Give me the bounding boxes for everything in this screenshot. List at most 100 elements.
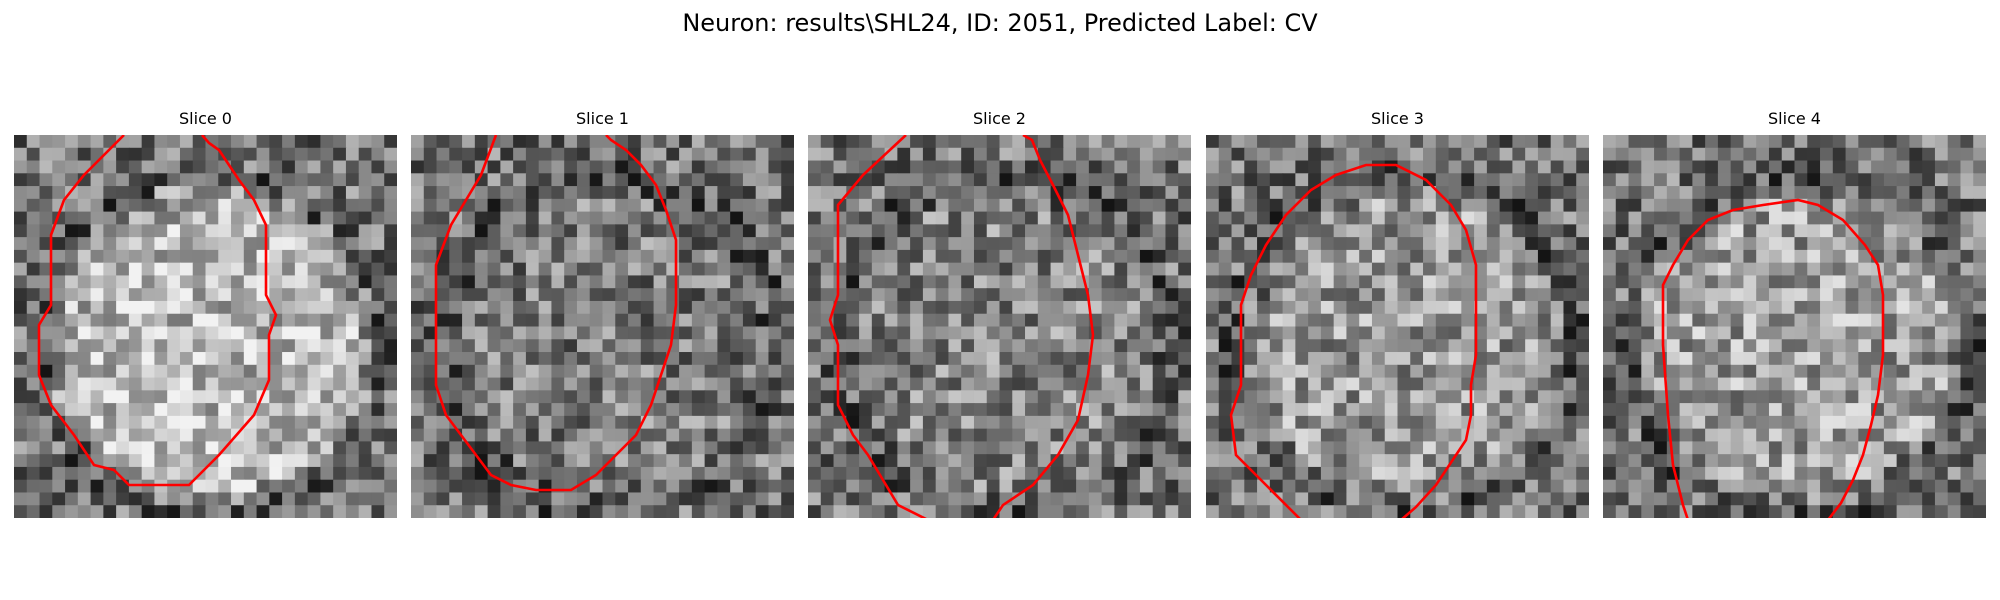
pixel-cell (474, 262, 489, 277)
pixel-cell (704, 377, 718, 391)
pixel-cell (564, 390, 578, 404)
pixel-cell (1603, 186, 1617, 200)
pixel-cell (922, 173, 937, 187)
pixel-cell (1947, 275, 1962, 289)
pixel-cell (1666, 300, 1681, 315)
slice-image-2 (808, 135, 1191, 518)
pixel-cell (602, 186, 616, 200)
pixel-cell (833, 428, 847, 442)
pixel-cell (1692, 147, 1706, 162)
pixel-cell (833, 275, 847, 289)
pixel-cell (90, 249, 104, 264)
pixel-cell (1384, 224, 1399, 238)
pixel-cell (65, 211, 79, 225)
pixel-cell (1025, 300, 1039, 315)
pixel-cell (116, 275, 130, 289)
pixel-cell (1257, 377, 1271, 391)
pixel-cell (103, 173, 117, 187)
pixel-cell (1474, 224, 1488, 238)
pixel-cell (1076, 147, 1090, 162)
pixel-cell (1756, 186, 1770, 200)
pixel-cell (961, 403, 975, 417)
pixel-cell (564, 173, 578, 187)
pixel-cell (1423, 224, 1437, 238)
pixel-cell (1218, 160, 1233, 174)
pixel-cell (551, 466, 565, 481)
pixel-cell (1012, 300, 1026, 315)
pixel-cell (141, 237, 156, 251)
pixel-cell (1063, 313, 1077, 328)
pixel-cell (1101, 224, 1115, 238)
pixel-cell (755, 275, 770, 289)
pixel-cell (653, 211, 667, 225)
pixel-cell (358, 403, 373, 417)
pixel-cell (717, 403, 731, 417)
pixel-cell (1050, 454, 1064, 468)
pixel-cell (538, 364, 553, 379)
pixel-cell (1308, 288, 1322, 302)
pixel-cell (179, 415, 194, 430)
pixel-cell (1909, 224, 1923, 238)
pixel-cell (65, 288, 79, 302)
pixel-cell (1832, 300, 1847, 315)
pixel-cell (116, 492, 130, 506)
pixel-cell (691, 186, 706, 200)
pixel-cell (1037, 364, 1052, 379)
pixel-cell (1960, 326, 1974, 340)
pixel-cell (576, 224, 591, 238)
pixel-cell (128, 326, 143, 340)
pixel-cell (1359, 288, 1373, 302)
pixel-cell (1076, 160, 1090, 174)
pixel-cell (26, 403, 41, 417)
pixel-cell (576, 326, 591, 340)
pixel-cell (307, 326, 321, 340)
pixel-cell (371, 415, 385, 430)
pixel-cell (449, 339, 463, 353)
pixel-cell (90, 147, 104, 162)
pixel-cell (1512, 466, 1526, 481)
pixel-cell (1692, 390, 1706, 404)
pixel-cell (1371, 326, 1386, 340)
pixel-cell (1730, 428, 1745, 442)
pixel-cell (1244, 249, 1258, 264)
pixel-cell (1088, 352, 1103, 366)
pixel-cell (742, 454, 757, 468)
pixel-cell (1563, 135, 1577, 149)
pixel-cell (1410, 428, 1424, 442)
pixel-cell (948, 275, 962, 289)
pixel-cell (231, 326, 245, 340)
pixel-cell (39, 403, 53, 417)
pixel-cell (1525, 198, 1539, 213)
pixel-cell (589, 173, 604, 187)
pixel-cell (103, 415, 117, 430)
pixel-cell (717, 390, 731, 404)
pixel-cell (1499, 186, 1513, 200)
pixel-cell (910, 211, 924, 225)
pixel-cell (1781, 505, 1796, 518)
pixel-cell (564, 352, 578, 366)
pixel-cell (128, 147, 143, 162)
pixel-cell (1282, 186, 1296, 200)
pixel-cell (1973, 390, 1986, 404)
pixel-cell (679, 275, 693, 289)
pixel-cell (269, 211, 283, 225)
pixel-cell (1615, 262, 1630, 277)
pixel-cell (269, 415, 283, 430)
pixel-cell (487, 300, 501, 315)
pixel-cell (768, 403, 782, 417)
pixel-cell (808, 428, 822, 442)
pixel-cell (589, 415, 604, 430)
pixel-cell (449, 313, 463, 328)
pixel-cell (884, 224, 898, 238)
pixel-cell (704, 364, 718, 379)
pixel-cell (103, 262, 117, 277)
pixel-cell (1410, 275, 1424, 289)
pixel-cell (1615, 352, 1630, 366)
pixel-cell (243, 275, 258, 289)
pixel-cell (141, 313, 156, 328)
pixel-cell (1397, 441, 1411, 455)
pixel-cell (589, 211, 604, 225)
pixel-cell (1423, 466, 1437, 481)
pixel-cell (474, 377, 489, 391)
